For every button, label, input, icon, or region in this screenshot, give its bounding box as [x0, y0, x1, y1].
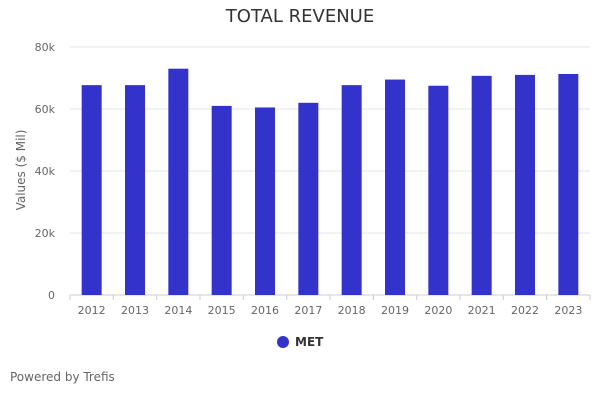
y-tick-label: 20k — [35, 227, 56, 240]
x-tick-label: 2012 — [78, 304, 106, 317]
x-tick-label: 2023 — [554, 304, 582, 317]
bar-2013[interactable] — [125, 85, 145, 295]
y-axis-ticks: 0 20k 40k 60k 80k — [35, 41, 56, 302]
x-axis-ticks: 2012 2013 2014 2015 2016 2017 2018 2019 2020 2021… — [69, 295, 591, 317]
bar-2014[interactable] — [168, 68, 189, 295]
bar-2018[interactable] — [341, 85, 362, 295]
x-tick-label: 2014 — [164, 304, 192, 317]
legend-item-met[interactable]: MET — [277, 335, 323, 349]
x-tick-label: 2020 — [424, 304, 452, 317]
bar-2019[interactable] — [385, 79, 405, 295]
x-tick-label: 2013 — [121, 304, 149, 317]
gridlines — [70, 46, 590, 296]
x-tick-label: 2021 — [468, 304, 496, 317]
y-axis-label: Values ($ Mil) — [14, 130, 28, 211]
legend-label: MET — [295, 335, 324, 349]
y-tick-label: 40k — [35, 165, 56, 178]
x-tick-label: 2015 — [208, 304, 236, 317]
bar-2023[interactable] — [558, 73, 579, 295]
bar-2021[interactable] — [471, 75, 492, 295]
bars — [81, 68, 579, 296]
bar-2022[interactable] — [515, 74, 535, 296]
legend-marker — [277, 336, 289, 348]
y-tick-label: 60k — [35, 103, 56, 116]
y-tick-label: 0 — [48, 289, 55, 302]
y-tick-label: 80k — [35, 41, 56, 54]
x-tick-label: 2018 — [338, 304, 366, 317]
bar-2015[interactable] — [211, 105, 232, 296]
bar-2017[interactable] — [298, 102, 319, 295]
x-tick-label: 2017 — [294, 304, 322, 317]
bar-2020[interactable] — [428, 85, 449, 295]
x-tick-label: 2016 — [251, 304, 279, 317]
bar-2016[interactable] — [255, 107, 275, 295]
bar-2012[interactable] — [81, 85, 102, 295]
chart-title: TOTAL REVENUE — [225, 6, 375, 27]
powered-by-credit[interactable]: Powered by Trefis — [10, 370, 115, 384]
x-tick-label: 2022 — [511, 304, 539, 317]
x-tick-label: 2019 — [381, 304, 409, 317]
